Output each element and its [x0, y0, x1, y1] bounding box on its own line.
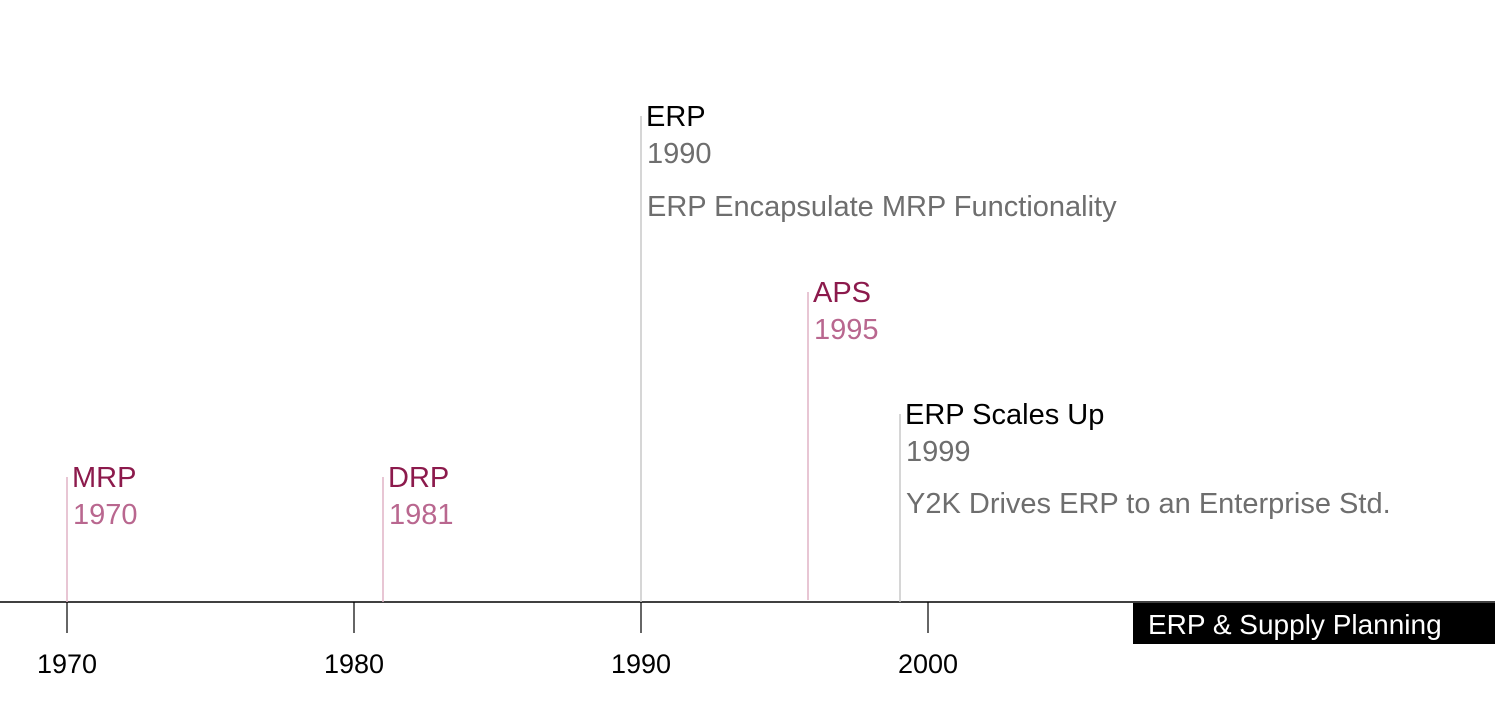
event-year: 1995 — [814, 314, 879, 346]
timeline-event-mrp: MRP 1970 — [66, 462, 138, 602]
axis-tick-label: 1980 — [324, 649, 384, 679]
axis-tick-label: 1970 — [37, 649, 97, 679]
event-year: 1981 — [389, 499, 454, 531]
event-year: 1970 — [73, 499, 138, 531]
event-year: 1990 — [647, 138, 712, 170]
timeline-title: ERP & Supply Planning — [1148, 609, 1442, 640]
axis-tick-label: 1990 — [611, 649, 671, 679]
event-title: APS — [813, 277, 871, 309]
timeline-event-erp: ERP 1990 ERP Encapsulate MRP Functionali… — [640, 101, 1117, 602]
timeline-event-drp: DRP 1981 — [382, 462, 454, 602]
event-description: ERP Encapsulate MRP Functionality — [647, 191, 1117, 223]
event-title: MRP — [72, 462, 136, 494]
event-year: 1999 — [906, 436, 971, 468]
event-title: DRP — [388, 462, 449, 494]
event-description: Y2K Drives ERP to an Enterprise Std. — [906, 488, 1391, 520]
timeline-event-aps: APS 1995 — [807, 277, 879, 600]
timeline-event-erp-scales-up: ERP Scales Up 1999 Y2K Drives ERP to an … — [899, 399, 1391, 602]
event-title: ERP Scales Up — [905, 399, 1104, 431]
event-title: ERP — [646, 101, 706, 133]
timeline-title-badge — [1133, 603, 1495, 644]
axis-tick-label: 2000 — [898, 649, 958, 679]
